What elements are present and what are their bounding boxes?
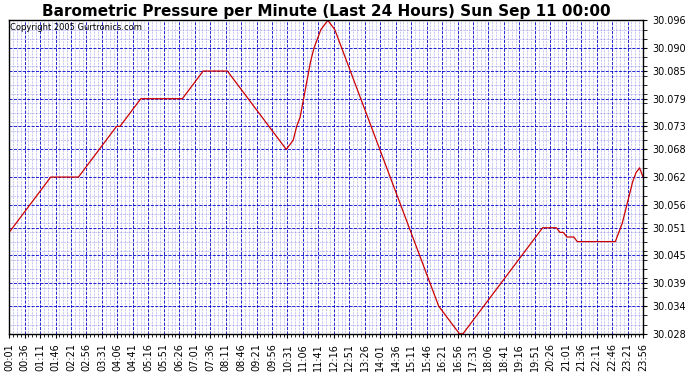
Title: Barometric Pressure per Minute (Last 24 Hours) Sun Sep 11 00:00: Barometric Pressure per Minute (Last 24 … — [42, 4, 611, 19]
Text: Copyright 2005 Gurtronics.com: Copyright 2005 Gurtronics.com — [10, 24, 142, 33]
